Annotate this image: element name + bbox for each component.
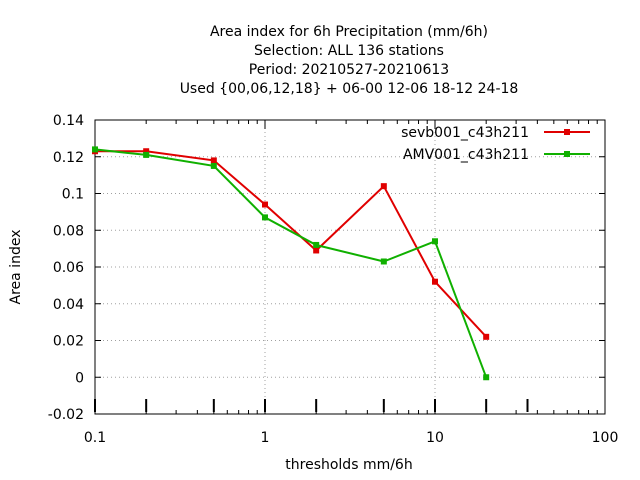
- grid-lines: [95, 119, 605, 415]
- series-line: [95, 150, 487, 338]
- y-tick-label: -0.02: [48, 407, 84, 423]
- y-tick-label: 0.1: [62, 187, 84, 203]
- data-point: [432, 278, 438, 285]
- y-tick-label: 0.08: [53, 223, 84, 239]
- data-series: [92, 146, 490, 381]
- series-line: [94, 148, 488, 378]
- legend-swatch-marker: [564, 129, 570, 135]
- y-tick-label: 0: [75, 370, 84, 386]
- data-point: [313, 241, 320, 248]
- data-point: [262, 214, 268, 221]
- legend-swatch-marker: [564, 151, 570, 157]
- x-tick-label: 1: [261, 430, 270, 446]
- series-2: [92, 146, 490, 381]
- data-point: [380, 258, 387, 265]
- title-line-1: Area index for 6h Precipitation (mm/6h): [210, 24, 488, 40]
- data-point: [210, 162, 217, 169]
- data-point: [432, 238, 438, 245]
- data-point: [380, 183, 387, 190]
- legend: sevb001_c43h211 AMV001_c43h211: [401, 125, 590, 163]
- axis-ticks: [94, 119, 606, 415]
- data-point: [313, 247, 320, 254]
- x-axis-title: thresholds mm/6h: [285, 457, 412, 473]
- y-axis-title: Area index: [8, 230, 24, 305]
- y-tick-label: 0.02: [53, 334, 84, 350]
- data-point: [483, 333, 490, 340]
- y-tick-label: 0.12: [53, 150, 84, 166]
- legend-label: sevb001_c43h211: [401, 125, 529, 141]
- tick-labels: -0.02 0 0.02 0.04 0.06 0.08 0.1 0.12 0.14 0.1 1 10 1…: [48, 113, 619, 446]
- plot-frame: [94, 119, 606, 415]
- data-point: [143, 151, 150, 158]
- y-tick-label: 0.06: [53, 260, 84, 276]
- data-point: [483, 374, 490, 381]
- y-tick-label: 0.14: [53, 113, 84, 129]
- title-line-2: Selection: ALL 136 stations: [254, 43, 444, 59]
- x-tick-label: 10: [426, 430, 444, 446]
- data-point: [262, 201, 268, 208]
- data-point: [210, 157, 217, 164]
- x-tick-label: 100: [592, 430, 619, 446]
- data-point: [92, 146, 98, 153]
- legend-label: AMV001_c43h211: [403, 147, 529, 163]
- data-point: [143, 148, 150, 155]
- chart-title: Area index for 6h Precipitation (mm/6h) …: [180, 24, 519, 97]
- x-tick-label: 0.1: [84, 430, 106, 446]
- y-tick-label: 0.04: [53, 297, 84, 313]
- title-line-4: Used {00,06,12,18} + 06-00 12-06 18-12 2…: [180, 81, 519, 97]
- title-line-3: Period: 20210527-20210613: [249, 62, 449, 78]
